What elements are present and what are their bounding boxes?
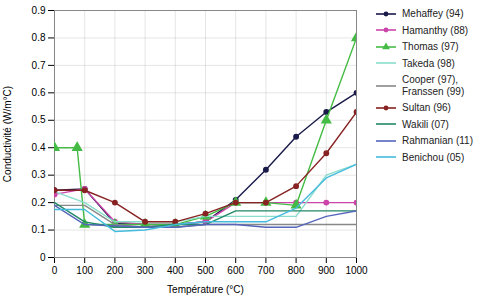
svg-text:0.6: 0.6 (32, 87, 46, 98)
svg-text:Température (°C): Température (°C) (167, 284, 244, 295)
svg-text:100: 100 (76, 265, 93, 276)
svg-text:0.2: 0.2 (32, 197, 46, 208)
html-text:Takeda (98): Takeda (98) (402, 57, 455, 69)
svg-text:300: 300 (137, 265, 154, 276)
svg-text:900: 900 (318, 265, 335, 276)
svg-text:0.3: 0.3 (32, 169, 46, 180)
svg-text:Conductivité (W/m°C): Conductivité (W/m°C) (2, 86, 13, 182)
svg-text:800: 800 (288, 265, 305, 276)
svg-text:500: 500 (197, 265, 214, 276)
svg-text:0.9: 0.9 (32, 5, 46, 16)
html-text:Thomas (97): Thomas (97) (402, 41, 459, 52)
svg-text:600: 600 (227, 265, 244, 276)
html-text:Hamanthy (88): Hamanthy (88) (402, 24, 469, 36)
svg-text:0: 0 (52, 265, 58, 276)
html-text:Sultan (96): Sultan (96) (402, 102, 451, 113)
svg-text:0.5: 0.5 (32, 114, 46, 125)
svg-text:1000: 1000 (345, 265, 368, 276)
svg-text:400: 400 (167, 265, 184, 276)
html-text:Rahmanian (11): Rahmanian (11) (402, 135, 473, 146)
html-text:Mehaffey (94): Mehaffey (94) (402, 8, 464, 19)
svg-text:0.7: 0.7 (32, 60, 46, 71)
html-text:Wakili (07): Wakili (07) (402, 118, 449, 130)
svg-text:0.8: 0.8 (32, 32, 46, 43)
html-text:Benichou (05): Benichou (05) (402, 151, 465, 163)
html-text:Cooper (97), Franssen (99): Cooper (97), Franssen (99) (402, 74, 465, 97)
svg-text:0.4: 0.4 (32, 142, 46, 153)
svg-text:0.1: 0.1 (32, 224, 46, 235)
svg-text:200: 200 (107, 265, 124, 276)
svg-text:700: 700 (258, 265, 275, 276)
svg-text:0: 0 (40, 252, 46, 263)
